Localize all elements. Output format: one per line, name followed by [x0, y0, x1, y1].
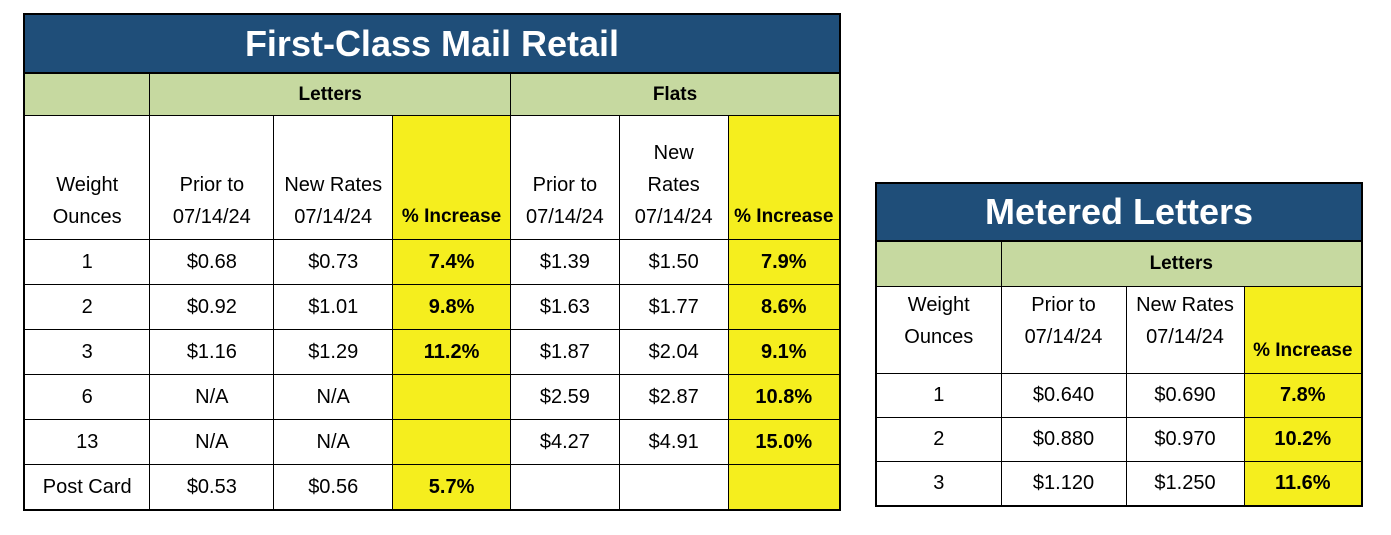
flats-prior-cell: $4.27	[510, 419, 620, 465]
pct-cell: 11.6%	[1243, 461, 1363, 507]
flats-pct-cell: 15.0%	[727, 419, 841, 465]
metered-table-title: Metered Letters	[874, 182, 1364, 242]
pct-cell: 7.8%	[1243, 373, 1363, 418]
prior-cell: $0.640	[1000, 373, 1127, 418]
letters-prior-cell: $0.68	[149, 239, 275, 285]
flats-prior-cell	[510, 464, 620, 511]
retail-rates-table: First-Class Mail Retail Letters Flats We…	[23, 13, 841, 511]
letters-pct-cell: 5.7%	[392, 464, 511, 511]
weight-cell: 13	[23, 419, 151, 465]
table-row: 3 $1.120 $1.250 11.6%	[875, 461, 1363, 507]
table-row: 3 $1.16 $1.29 11.2% $1.87 $2.04 9.1%	[23, 329, 841, 375]
weight-cell: 1	[23, 239, 151, 285]
table-row: 6 N/A N/A $2.59 $2.87 10.8%	[23, 374, 841, 420]
group-header-blank	[23, 72, 151, 116]
flats-new-cell: $4.91	[618, 419, 729, 465]
new-cell: $0.970	[1125, 417, 1245, 462]
table-row: 1 $0.640 $0.690 7.8%	[875, 373, 1363, 418]
flats-prior-cell: $1.63	[510, 284, 620, 330]
letters-pct-cell: 7.4%	[392, 239, 511, 285]
letters-new-cell: N/A	[273, 374, 394, 420]
prior-cell: $0.880	[1000, 417, 1127, 462]
flats-prior-cell: $2.59	[510, 374, 620, 420]
flats-new-cell: $1.77	[618, 284, 729, 330]
metered-letters-table: Metered Letters Letters Weight Ounces Pr…	[874, 182, 1364, 507]
weight-cell: Post Card	[23, 464, 151, 511]
letters-prior-cell: N/A	[149, 374, 275, 420]
column-header-prior: Prior to 07/14/24	[1000, 286, 1127, 374]
letters-new-cell: $1.29	[273, 329, 394, 375]
retail-table-title: First-Class Mail Retail	[23, 13, 841, 74]
letters-new-cell: $1.01	[273, 284, 394, 330]
column-header-letters-prior: Prior to 07/14/24	[149, 115, 275, 240]
column-header-weight: Weight Ounces	[23, 115, 151, 240]
column-header-letters-pct: % Increase	[392, 115, 511, 240]
table-row: 13 N/A N/A $4.27 $4.91 15.0%	[23, 419, 841, 465]
column-header-letters-new: New Rates 07/14/24	[273, 115, 394, 240]
column-header-weight: Weight Ounces	[875, 286, 1002, 374]
flats-pct-cell: 7.9%	[727, 239, 841, 285]
flats-pct-cell: 8.6%	[727, 284, 841, 330]
flats-pct-cell: 10.8%	[727, 374, 841, 420]
letters-prior-cell: N/A	[149, 419, 275, 465]
weight-cell: 3	[23, 329, 151, 375]
letters-pct-cell: 9.8%	[392, 284, 511, 330]
flats-prior-cell: $1.87	[510, 329, 620, 375]
prior-cell: $1.120	[1000, 461, 1127, 507]
letters-new-cell: N/A	[273, 419, 394, 465]
table-row: Post Card $0.53 $0.56 5.7%	[23, 464, 841, 511]
group-header-letters: Letters	[1000, 240, 1363, 287]
column-header-flats-prior: Prior to 07/14/24	[510, 115, 620, 240]
letters-prior-cell: $0.92	[149, 284, 275, 330]
weight-cell: 3	[875, 461, 1002, 507]
weight-cell: 1	[875, 373, 1002, 418]
letters-pct-cell	[392, 374, 511, 420]
flats-prior-cell: $1.39	[510, 239, 620, 285]
table-row: 1 $0.68 $0.73 7.4% $1.39 $1.50 7.9%	[23, 239, 841, 285]
column-header-flats-new: New Rates 07/14/24	[618, 115, 729, 240]
letters-new-cell: $0.56	[273, 464, 394, 511]
flats-new-cell	[618, 464, 729, 511]
group-header-letters: Letters	[149, 72, 511, 116]
flats-new-cell: $2.04	[618, 329, 729, 375]
new-cell: $0.690	[1125, 373, 1245, 418]
new-cell: $1.250	[1125, 461, 1245, 507]
letters-new-cell: $0.73	[273, 239, 394, 285]
column-header-flats-pct: % Increase	[727, 115, 841, 240]
flats-new-cell: $1.50	[618, 239, 729, 285]
column-header-pct: % Increase	[1243, 286, 1363, 374]
weight-cell: 2	[23, 284, 151, 330]
letters-prior-cell: $0.53	[149, 464, 275, 511]
group-header-flats: Flats	[510, 72, 841, 116]
table-row: 2 $0.92 $1.01 9.8% $1.63 $1.77 8.6%	[23, 284, 841, 330]
weight-cell: 2	[875, 417, 1002, 462]
flats-new-cell: $2.87	[618, 374, 729, 420]
flats-pct-cell	[727, 464, 841, 511]
weight-cell: 6	[23, 374, 151, 420]
group-header-blank	[875, 240, 1002, 287]
letters-prior-cell: $1.16	[149, 329, 275, 375]
flats-pct-cell: 9.1%	[727, 329, 841, 375]
letters-pct-cell	[392, 419, 511, 465]
table-row: 2 $0.880 $0.970 10.2%	[875, 417, 1363, 462]
letters-pct-cell: 11.2%	[392, 329, 511, 375]
pct-cell: 10.2%	[1243, 417, 1363, 462]
column-header-new: New Rates 07/14/24	[1125, 286, 1245, 374]
